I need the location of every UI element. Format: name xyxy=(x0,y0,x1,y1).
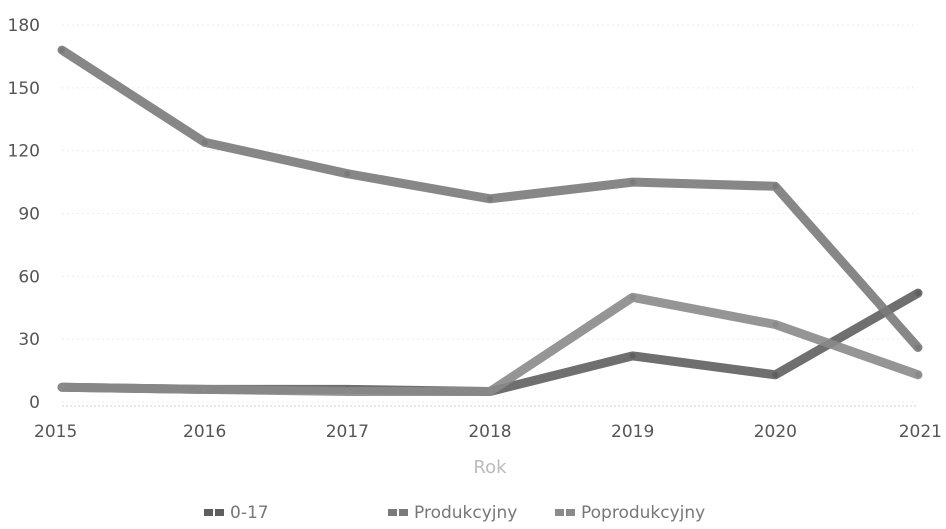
series-line-3 xyxy=(57,292,923,396)
data-point xyxy=(772,321,779,328)
legend-label[interactable]: 0-17 xyxy=(230,503,269,523)
data-point xyxy=(772,371,779,378)
x-tick-label: 2017 xyxy=(326,422,369,442)
y-tick-label: 60 xyxy=(18,267,40,287)
data-point xyxy=(59,384,65,391)
y-tick-label: 180 xyxy=(8,16,40,36)
data-point xyxy=(344,170,351,177)
data-point xyxy=(344,388,351,395)
legend-swatch xyxy=(204,509,213,516)
legend-label[interactable]: Produkcyjny xyxy=(414,503,517,523)
y-tick-label: 0 xyxy=(29,393,40,413)
legend-swatch xyxy=(215,509,224,516)
data-point xyxy=(59,47,65,54)
data-point xyxy=(487,388,493,395)
y-tick-label: 150 xyxy=(8,79,40,99)
x-axis-ticks: 2015 2016 2017 2018 2019 2020 2021 xyxy=(34,422,942,442)
series-lines xyxy=(57,45,923,396)
x-tick-label: 2020 xyxy=(754,422,797,442)
legend-swatch xyxy=(555,509,564,516)
legend-swatch xyxy=(388,509,397,516)
x-axis-label: Rok xyxy=(473,457,507,478)
x-tick-label: 2019 xyxy=(611,422,654,442)
legend-swatch xyxy=(399,509,408,516)
data-point xyxy=(915,290,921,297)
y-tick-label: 90 xyxy=(18,205,40,225)
x-tick-label: 2018 xyxy=(468,422,511,442)
data-point xyxy=(629,179,636,186)
y-tick-label: 30 xyxy=(18,330,40,350)
x-tick-label: 2021 xyxy=(899,422,942,442)
data-point xyxy=(201,386,208,393)
x-tick-label: 2015 xyxy=(34,422,77,442)
data-point xyxy=(629,294,636,301)
data-point xyxy=(487,195,493,202)
legend: 0-17 Produkcyjny Poprodukcyjny xyxy=(204,503,705,523)
data-point xyxy=(915,371,921,378)
x-tick-label: 2016 xyxy=(183,422,226,442)
data-point xyxy=(201,139,208,146)
data-point xyxy=(772,183,779,190)
gridlines xyxy=(62,24,918,407)
data-point xyxy=(629,352,636,359)
legend-label[interactable]: Poprodukcyjny xyxy=(581,503,705,523)
y-tick-label: 120 xyxy=(8,142,40,162)
data-point xyxy=(915,344,921,351)
legend-swatch xyxy=(566,509,575,516)
y-axis-ticks: 0 30 60 90 120 150 180 xyxy=(8,16,40,413)
series-line-1 xyxy=(57,288,923,396)
